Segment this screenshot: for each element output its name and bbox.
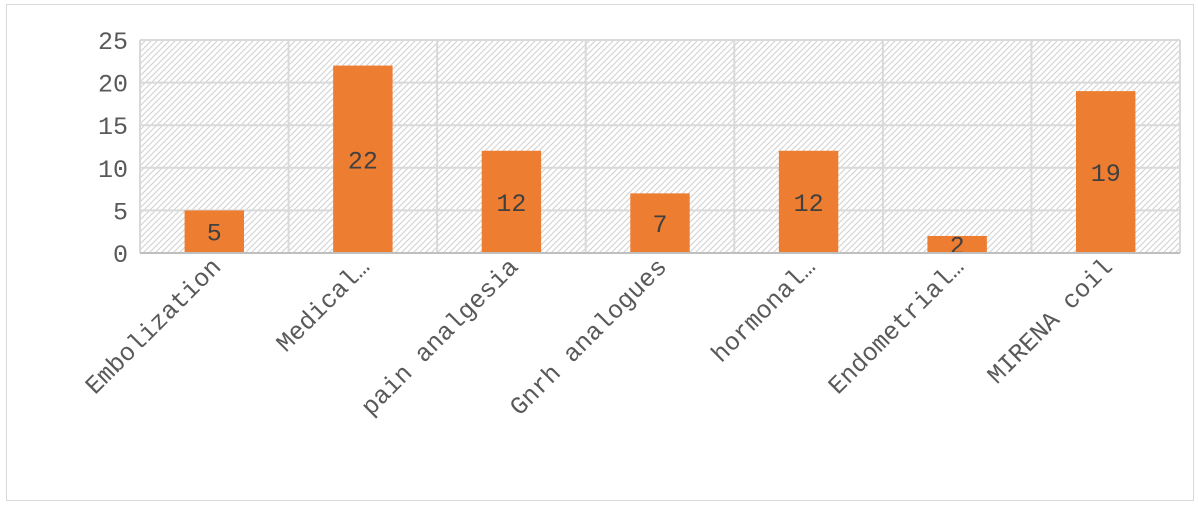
bar — [481, 150, 542, 253]
x-tick-label: Medical… — [271, 253, 376, 358]
y-tick-label: 15 — [98, 113, 128, 142]
x-tick-label: pain analgesia — [356, 253, 525, 422]
data-label: 12 — [496, 190, 526, 219]
bars — [184, 65, 1136, 254]
data-label: 2 — [950, 232, 965, 261]
data-label: 7 — [652, 211, 667, 240]
y-tick-label: 10 — [98, 156, 128, 185]
y-tick-label: 20 — [98, 71, 128, 100]
x-tick-label: Gnrh analogues — [505, 253, 674, 422]
y-tick-label: 5 — [113, 198, 128, 227]
x-tick-label: MIRENA coil — [982, 253, 1119, 390]
y-tick-label: 25 — [98, 28, 128, 57]
bar — [927, 235, 987, 253]
bar — [333, 65, 393, 253]
data-label: 19 — [1091, 160, 1121, 189]
bar — [1076, 91, 1136, 254]
x-tick-label: Embolization — [80, 253, 228, 401]
y-axis: 0 5 10 15 20 25 — [98, 28, 128, 270]
x-tick-label: Endometrial… — [823, 253, 971, 401]
y-tick-label: 0 — [113, 241, 128, 270]
bar — [778, 150, 839, 253]
bar — [184, 210, 244, 253]
data-label: 5 — [207, 220, 222, 249]
x-tick-label: hormonal… — [706, 253, 822, 369]
data-label: 12 — [794, 190, 824, 219]
bar — [630, 193, 690, 253]
data-label: 22 — [348, 147, 378, 176]
gridlines — [139, 39, 1181, 254]
data-labels: 5 22 12 7 12 2 19 — [207, 147, 1121, 261]
